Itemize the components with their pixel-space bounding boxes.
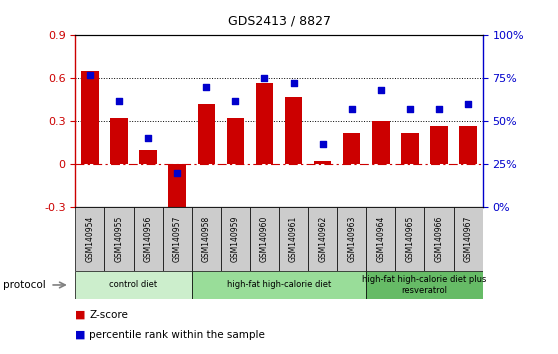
Bar [75,271,192,299]
Bar [75,207,104,271]
Bar [221,207,250,271]
Text: GSM140957: GSM140957 [172,216,182,262]
Bar [366,271,483,299]
Bar [192,207,221,271]
Bar [454,207,483,271]
Bar [250,207,279,271]
Text: high-fat high-calorie diet plus
resveratrol: high-fat high-calorie diet plus resverat… [362,275,487,295]
Bar [314,161,331,164]
Bar [110,118,128,164]
Text: ■: ■ [75,330,86,339]
Text: ■: ■ [75,310,86,320]
Point [143,136,152,141]
Point [406,107,415,112]
Text: control diet: control diet [109,280,157,290]
Point [114,98,123,103]
Text: GSM140965: GSM140965 [406,216,415,262]
Text: GSM140966: GSM140966 [435,216,444,262]
Bar [396,207,425,271]
Text: GSM140954: GSM140954 [85,216,94,262]
Point [231,98,240,103]
Bar [279,207,308,271]
Text: GSM140964: GSM140964 [376,216,386,262]
Text: GSM140958: GSM140958 [202,216,211,262]
Point [173,170,182,176]
Bar [372,121,389,164]
Text: Z-score: Z-score [89,310,128,320]
Bar [366,207,396,271]
Bar [401,133,418,164]
Bar [198,104,215,164]
Bar [192,271,366,299]
Point [318,141,327,147]
Bar [425,207,454,271]
Text: GSM140959: GSM140959 [231,216,240,262]
Bar [337,207,366,271]
Text: percentile rank within the sample: percentile rank within the sample [89,330,265,339]
Point [289,81,298,86]
Text: GSM140960: GSM140960 [260,216,269,262]
Text: high-fat high-calorie diet: high-fat high-calorie diet [227,280,331,290]
Bar [104,207,133,271]
Text: GSM140956: GSM140956 [143,216,152,262]
Text: GDS2413 / 8827: GDS2413 / 8827 [228,14,330,27]
Point [260,75,269,81]
Bar [169,164,186,224]
Text: protocol: protocol [3,280,46,290]
Bar [459,126,477,164]
Bar [140,150,157,164]
Bar [162,207,192,271]
Bar [308,207,337,271]
Bar [343,133,360,164]
Bar [256,82,273,164]
Text: GSM140961: GSM140961 [289,216,298,262]
Text: GSM140962: GSM140962 [318,216,327,262]
Text: GSM140963: GSM140963 [347,216,356,262]
Bar [81,71,99,164]
Point [435,107,444,112]
Point [464,101,473,107]
Point [377,87,386,93]
Point [85,72,94,78]
Text: GSM140955: GSM140955 [114,216,123,262]
Bar [227,118,244,164]
Bar [133,207,162,271]
Point [347,107,356,112]
Bar [285,97,302,164]
Text: GSM140967: GSM140967 [464,216,473,262]
Bar [430,126,448,164]
Point [202,84,211,90]
